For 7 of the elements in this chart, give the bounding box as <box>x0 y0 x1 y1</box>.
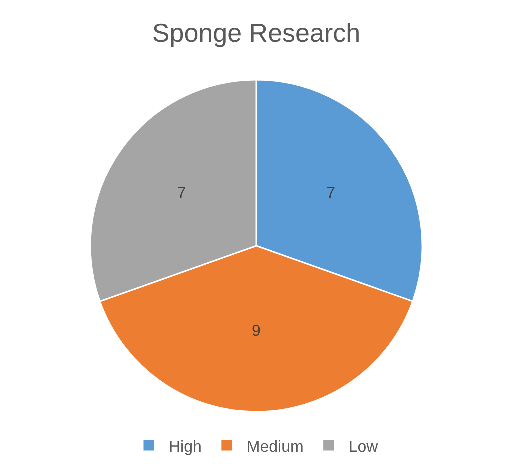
legend-label: Medium <box>246 438 304 456</box>
legend-label: High <box>169 438 202 456</box>
data-label: 7 <box>177 184 186 202</box>
legend-label: Low <box>348 438 379 456</box>
chart-title: Sponge Research <box>152 18 361 48</box>
data-label: 7 <box>326 184 336 202</box>
data-label: 9 <box>252 322 261 340</box>
